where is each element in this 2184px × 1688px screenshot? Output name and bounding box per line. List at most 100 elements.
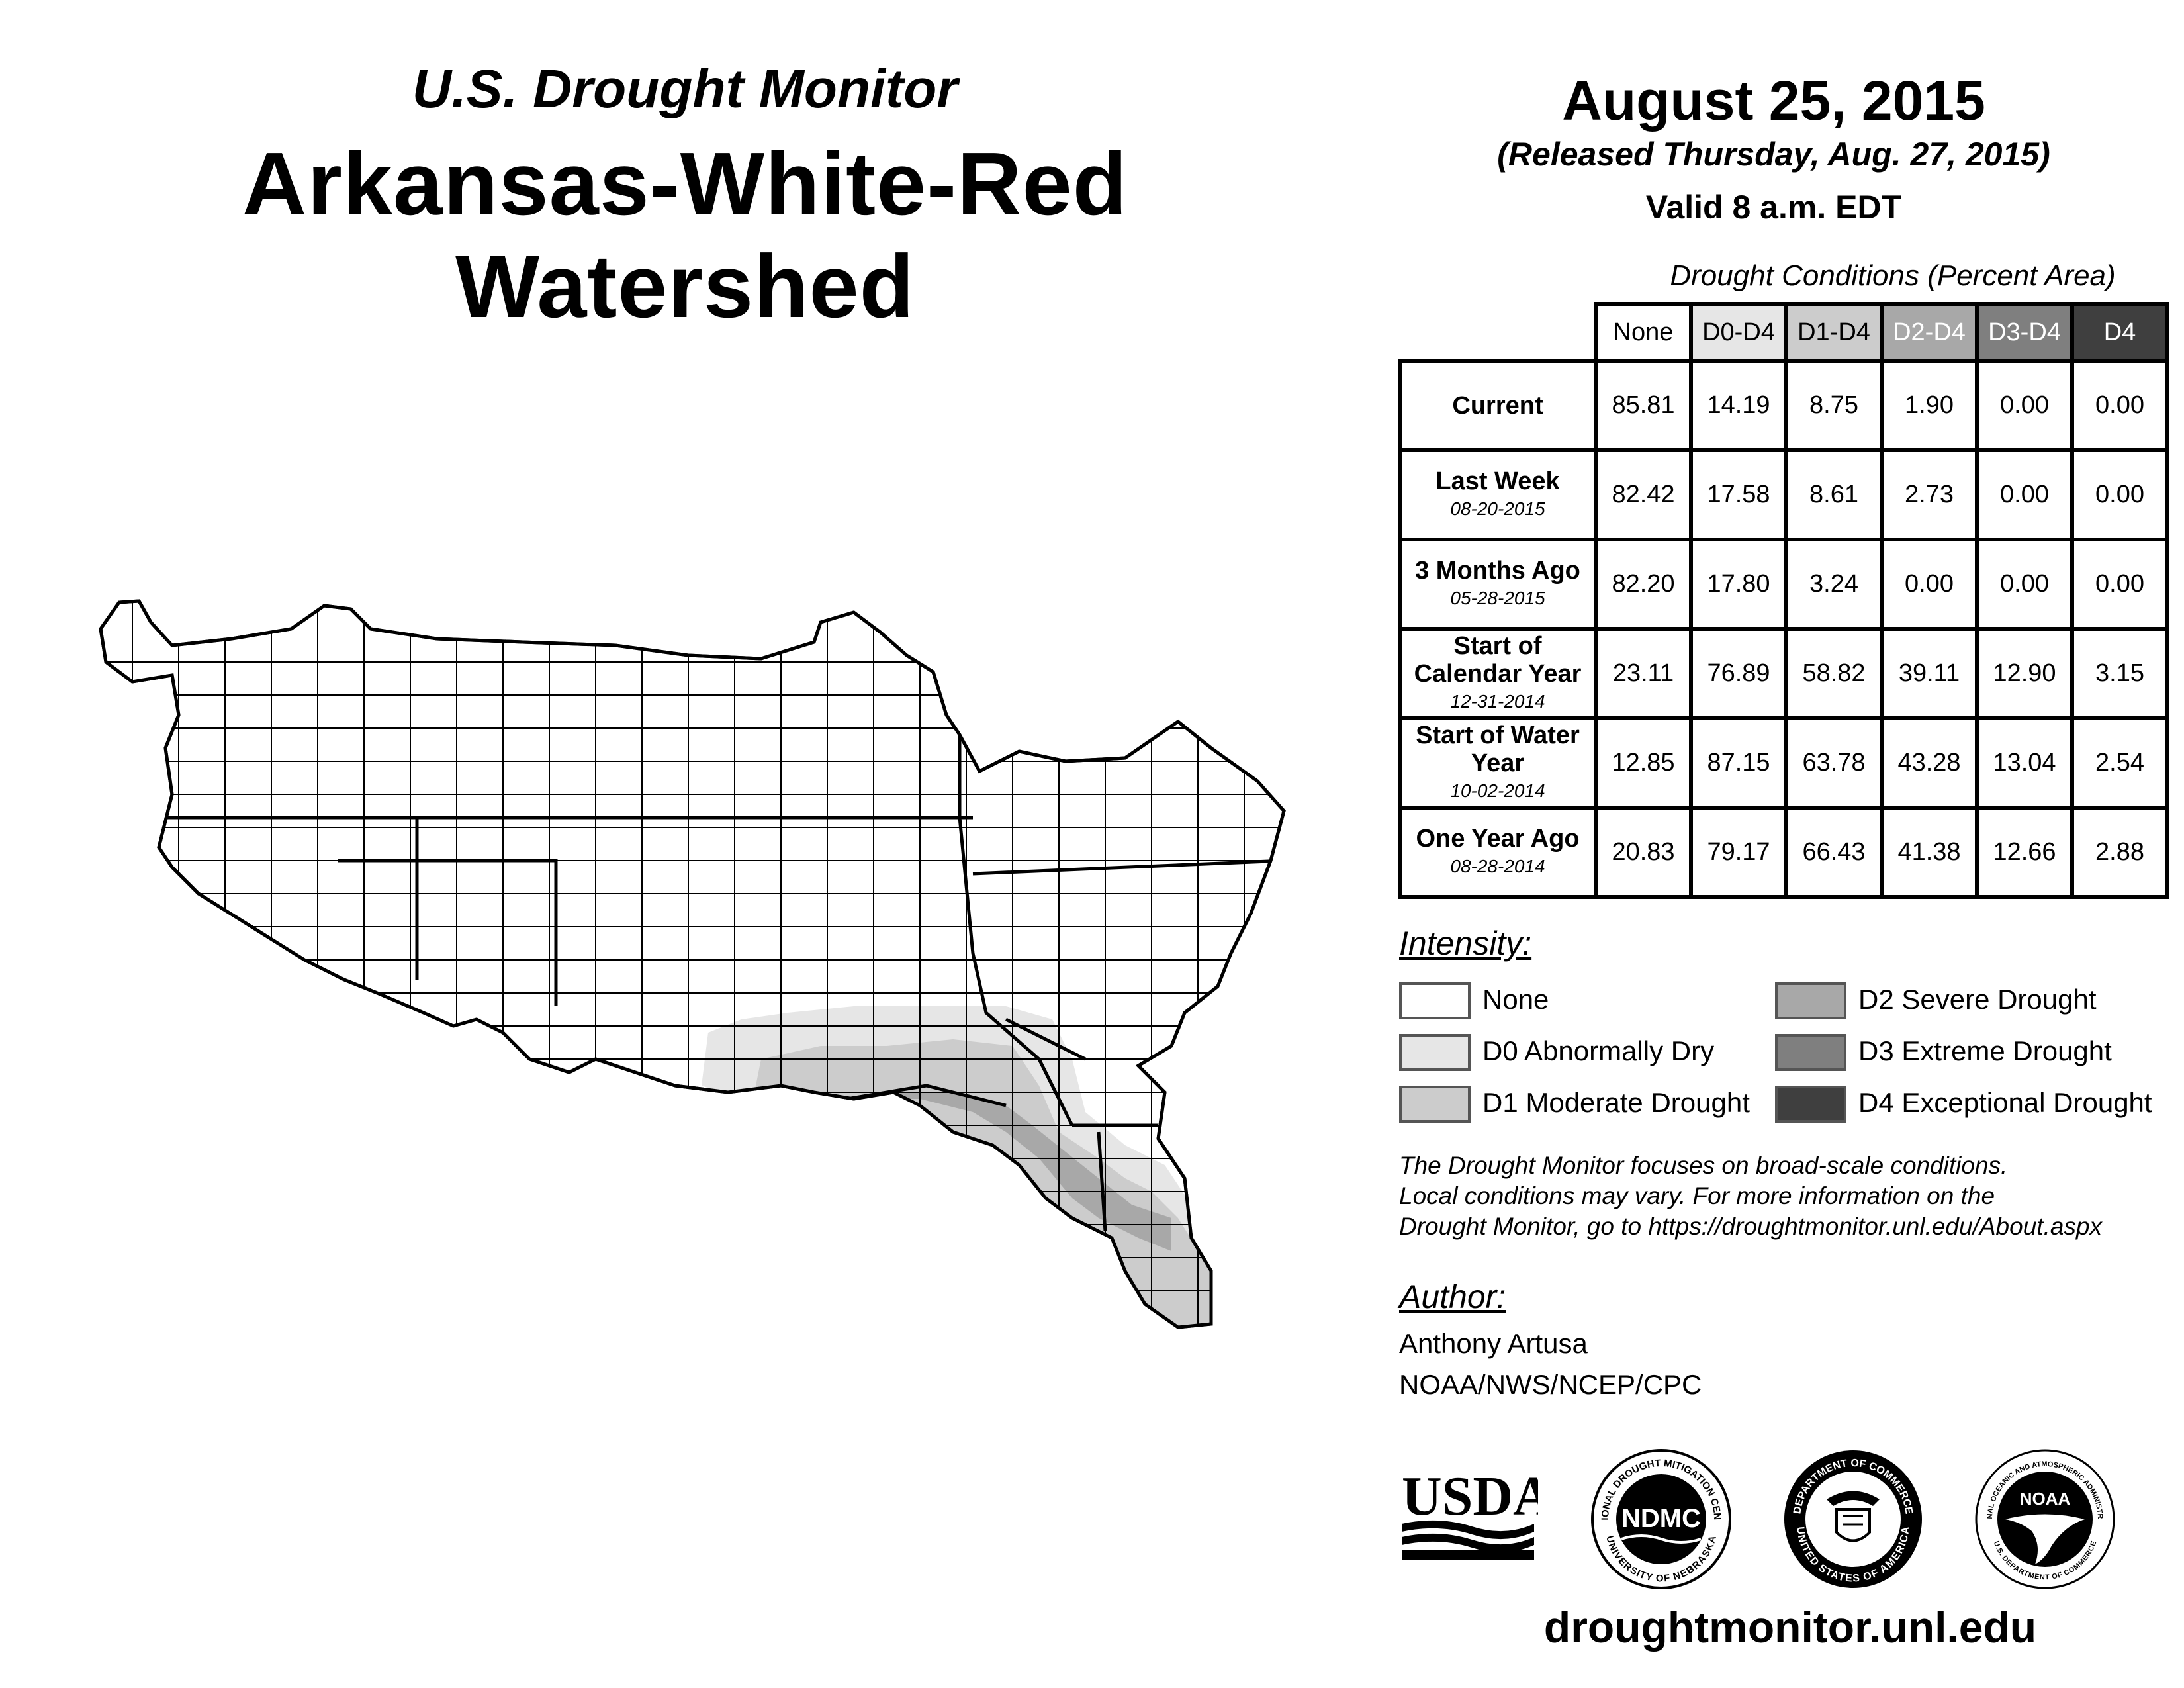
- legend-label: D2 Severe Drought: [1858, 984, 2097, 1015]
- table-cell: 82.20: [1594, 538, 1693, 631]
- author-organization: NOAA/NWS/NCEP/CPC: [1399, 1369, 1702, 1400]
- table-cell: 17.58: [1689, 448, 1788, 541]
- table-cell: 2.73: [1880, 448, 1979, 541]
- table-cell: 13.04: [1975, 716, 2074, 810]
- d2-severe-drought-area: [834, 1092, 1171, 1251]
- ndmc-logo: NATIONAL DROUGHT MITIGATION CENTER UNIVE…: [1588, 1446, 1731, 1589]
- map-title: Arkansas-White-Red Watershed: [242, 134, 1128, 336]
- table-cell: 41.38: [1880, 806, 1979, 899]
- map-date: August 25, 2015: [1562, 70, 1985, 132]
- table-cell: 20.83: [1594, 806, 1693, 899]
- legend-label: None: [1482, 984, 1549, 1015]
- author-name: Anthony Artusa: [1399, 1328, 1588, 1359]
- legend-swatch: [1399, 1034, 1471, 1071]
- table-cell: 2.54: [2070, 716, 2169, 810]
- row-label: Last Week 08-20-2015: [1398, 448, 1598, 541]
- legend-label: D0 Abnormally Dry: [1482, 1035, 1715, 1066]
- legend-label: D1 Moderate Drought: [1482, 1087, 1750, 1118]
- drought-conditions-table: None D0-D4 D1-D4 D2-D4 D3-D4 D4 Current …: [1398, 302, 2169, 899]
- website-url[interactable]: droughtmonitor.unl.edu: [1543, 1603, 2037, 1652]
- table-cell: 0.00: [2070, 538, 2169, 631]
- row-label-date: 08-28-2014: [1450, 855, 1545, 876]
- note-line-3: Drought Monitor, go to https://droughtmo…: [1399, 1213, 2102, 1240]
- row-label-text: Last Week: [1435, 467, 1560, 495]
- table-row-start-of-calendar-year: Start of Calendar Year 12-31-2014 23.11 7…: [1398, 627, 2169, 720]
- table-cell: 79.17: [1689, 806, 1788, 899]
- table-cell: 0.00: [2070, 448, 2169, 541]
- valid-time: Valid 8 a.m. EDT: [1645, 189, 1902, 226]
- legend-swatch: [1775, 982, 1846, 1019]
- noaa-logo: NATIONAL OCEANIC AND ATMOSPHERIC ADMINIS…: [1972, 1446, 2115, 1589]
- row-label-text: One Year Ago: [1416, 824, 1580, 853]
- row-label-text: Start of Water Year: [1416, 721, 1580, 777]
- table-cell: 1.90: [1880, 359, 1979, 452]
- col-header-d1-d4: D1-D4: [1784, 302, 1884, 363]
- row-label-date: 10-02-2014: [1450, 780, 1545, 801]
- table-cell: 58.82: [1784, 627, 1884, 720]
- table-cell: 2.88: [2070, 806, 2169, 899]
- row-label-text: Current: [1452, 391, 1543, 420]
- watershed-map: [99, 599, 1286, 1329]
- table-row-current: Current 85.81 14.19 8.75 1.90 0.00 0.00: [1398, 359, 2169, 452]
- table-cell: 0.00: [1880, 538, 1979, 631]
- table-cell: 23.11: [1594, 627, 1693, 720]
- legend-swatch: [1775, 1034, 1846, 1071]
- ndmc-logo-text: NDMC: [1621, 1504, 1701, 1533]
- table-row-last-week: Last Week 08-20-2015 82.42 17.58 8.61 2.7…: [1398, 448, 2169, 541]
- row-label: Start of Water Year 10-02-2014: [1398, 716, 1598, 810]
- row-label-text: Start of Calendar Year: [1414, 632, 1582, 688]
- table-cell: 0.00: [1975, 538, 2074, 631]
- table-cell: 3.15: [2070, 627, 2169, 720]
- note-line-1: The Drought Monitor focuses on broad-sca…: [1399, 1152, 2008, 1179]
- table-cell: 87.15: [1689, 716, 1788, 810]
- noaa-logo-text: NOAA: [2020, 1489, 2071, 1509]
- header-blank-cell: [1400, 304, 1596, 363]
- row-label: Start of Calendar Year 12-31-2014: [1398, 627, 1598, 720]
- table-cell: 0.00: [1975, 448, 2074, 541]
- table-row-one-year-ago: One Year Ago 08-28-2014 20.83 79.17 66.43…: [1398, 806, 2169, 899]
- table-cell: 66.43: [1784, 806, 1884, 899]
- table-cell: 82.42: [1594, 448, 1693, 541]
- table-row-start-of-water-year: Start of Water Year 10-02-2014 12.85 87.1…: [1398, 716, 2169, 810]
- legend-swatch: [1775, 1086, 1846, 1123]
- table-cell: 17.80: [1689, 538, 1788, 631]
- table-cell: 0.00: [1975, 359, 2074, 452]
- table-cell: 14.19: [1689, 359, 1788, 452]
- legend-swatch: [1399, 982, 1471, 1019]
- table-cell: 43.28: [1880, 716, 1979, 810]
- usda-logo: USDA: [1402, 1466, 1538, 1560]
- table-cell: 3.24: [1784, 538, 1884, 631]
- col-header-d3-d4: D3-D4: [1975, 302, 2074, 363]
- table-cell: 12.85: [1594, 716, 1693, 810]
- usda-logo-text: USDA: [1402, 1466, 1538, 1527]
- row-label: One Year Ago 08-28-2014: [1398, 806, 1598, 899]
- col-header-d0-d4: D0-D4: [1689, 302, 1788, 363]
- legend-swatch: [1399, 1086, 1471, 1123]
- department-of-commerce-seal: DEPARTMENT OF COMMERCE UNITED STATES OF …: [1784, 1450, 1922, 1588]
- row-label: Current: [1398, 359, 1598, 452]
- row-label-date: 12-31-2014: [1450, 690, 1545, 712]
- col-header-d2-d4: D2-D4: [1880, 302, 1979, 363]
- row-label: 3 Months Ago 05-28-2015: [1398, 538, 1598, 631]
- legend-label: D3 Extreme Drought: [1858, 1035, 2112, 1066]
- table-cell: 0.00: [2070, 359, 2169, 452]
- table-cell: 39.11: [1880, 627, 1979, 720]
- col-header-none: None: [1594, 302, 1693, 363]
- row-label-date: 08-20-2015: [1450, 498, 1545, 519]
- table-cell: 85.81: [1594, 359, 1693, 452]
- table-row-3-months-ago: 3 Months Ago 05-28-2015 82.20 17.80 3.24 …: [1398, 538, 2169, 631]
- row-label-date: 05-28-2015: [1450, 587, 1545, 608]
- table-cell: 8.61: [1784, 448, 1884, 541]
- author-heading: Author:: [1399, 1278, 1506, 1315]
- map-subtitle: U.S. Drought Monitor: [412, 59, 958, 119]
- table-cell: 8.75: [1784, 359, 1884, 452]
- legend-label: D4 Exceptional Drought: [1858, 1087, 2152, 1118]
- table-caption: Drought Conditions (Percent Area): [1670, 259, 2116, 292]
- table-header-row: None D0-D4 D1-D4 D2-D4 D3-D4 D4: [1400, 302, 2169, 363]
- release-date: (Released Thursday, Aug. 27, 2015): [1497, 136, 2050, 173]
- legend-title: Intensity:: [1399, 925, 1532, 962]
- table-cell: 76.89: [1689, 627, 1788, 720]
- row-label-text: 3 Months Ago: [1415, 556, 1580, 585]
- note-line-2: Local conditions may vary. For more info…: [1399, 1182, 1995, 1209]
- table-cell: 12.66: [1975, 806, 2074, 899]
